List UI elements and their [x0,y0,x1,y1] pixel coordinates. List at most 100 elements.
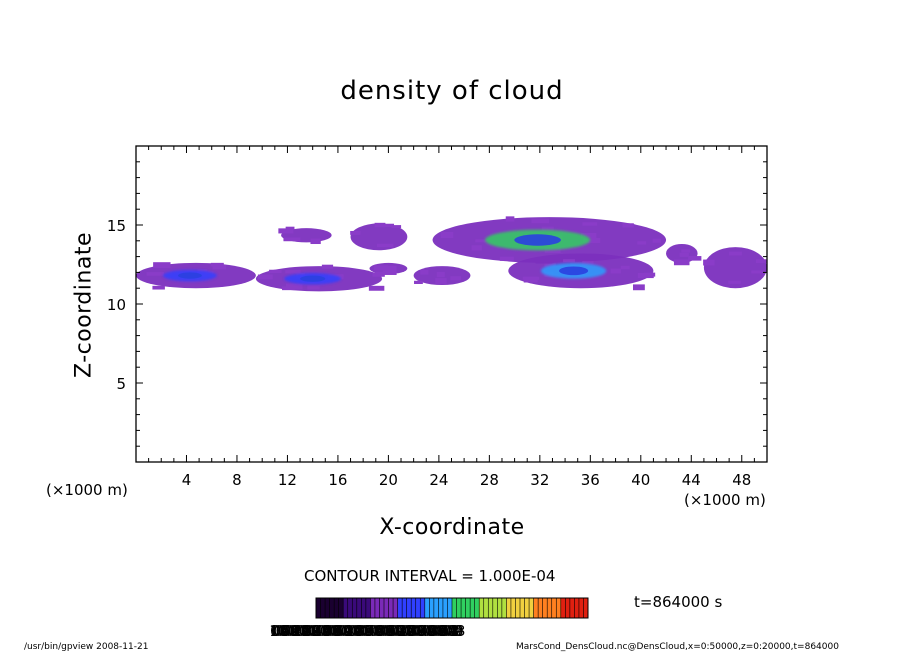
colorbar-cell [329,598,335,618]
cloud-texture [373,265,389,271]
cloud-texture [285,226,295,230]
cloud-texture [728,280,741,284]
cloud-texture [435,278,447,284]
cloud-texture [637,241,647,245]
cloud-texture [688,256,702,261]
colorbar-cell [556,598,562,618]
cloud-texture [681,249,691,253]
x-tick-label: 12 [278,471,297,489]
cloud-texture [563,259,575,263]
cloud-texture [381,223,395,228]
colorbar-cell [515,598,521,618]
cloud-texture [620,265,630,270]
x-tick-label: 16 [328,471,347,489]
cloud-texture [375,271,384,276]
x-tick-label: 48 [732,471,751,489]
cloud-texture [391,225,402,229]
cloud-texture [633,284,645,291]
cloud-texture [153,262,171,269]
cloud-texture [544,247,561,254]
x-axis-label: X-coordinate [379,515,525,540]
colorbar-cell [415,598,421,618]
colorbar-cell [334,598,340,618]
cloud-texture [679,252,689,257]
colorbar-cell [529,598,535,618]
colorbar [315,597,589,619]
x-axis-unit-right: (×1000 m) [684,491,766,509]
cloud-texture [310,238,321,245]
colorbar-labels: 0.10000e-05 0.60000e-04 0.12000e-03 0.18… [270,622,466,640]
colorbar-cell [538,598,544,618]
colorbar-cell [374,598,380,618]
colorbar-cell [551,598,557,618]
cloud-texture [377,243,394,248]
footer-left: /usr/bin/gpview 2008-11-21 [24,642,149,652]
plot-frame [135,145,768,463]
colorbar-outline [315,597,589,619]
x-tick-label: 40 [631,471,650,489]
cloud-texture [505,216,515,222]
cloud-texture [257,274,273,280]
cloud-texture [152,285,165,290]
cloud-texture [523,276,538,283]
cloud-texture [541,226,554,232]
colorbar-cell [452,598,458,618]
contour-interval-label: CONTOUR INTERVAL = 1.000E-04 [304,567,556,585]
colorbar-cell [547,598,553,618]
cloud-texture [146,272,165,276]
colorbar-cell [510,598,516,618]
colorbar-cell [320,598,326,618]
colorbar-cell [569,598,575,618]
colorbar-cell [501,598,507,618]
y-tick-label: 5 [116,375,126,393]
colorbar-cell [479,598,485,618]
cloud-texture [622,223,634,228]
colorbar-cell [492,598,498,618]
y-tick-label: 15 [107,217,126,235]
colorbar-cell [447,598,453,618]
cloud-texture [269,269,282,274]
colorbar-cell [506,598,512,618]
time-label: t=864000 s [634,593,723,611]
colorbar-cell [338,598,344,618]
cloud-texture [471,245,482,251]
colorbar-cell [483,598,489,618]
x-tick-label: 8 [232,471,242,489]
y-tick-label: 10 [107,296,126,314]
cloud-texture [610,268,621,274]
cloud-texture [643,272,656,277]
x-tick-label: 44 [682,471,701,489]
colorbar-cell [343,598,349,618]
colorbar-cell [583,598,589,618]
colorbar-cell [388,598,394,618]
colorbar-cell [370,598,376,618]
cloud-texture [582,222,598,226]
cloud-region [703,247,767,289]
cloud-texture [283,237,301,242]
colorbar-cell [461,598,467,618]
colorbar-cell [438,598,444,618]
colorbar-cell [406,598,412,618]
cloud-texture [286,283,303,290]
cloud-texture [673,259,690,266]
cloud-texture [436,271,445,278]
colorbar-cell [574,598,580,618]
cloud-texture [580,233,597,239]
x-tick-label: 28 [480,471,499,489]
x-tick-label: 20 [379,471,398,489]
cloud-texture [729,251,742,256]
cloud-texture [450,276,462,281]
colorbar-cell [533,598,539,618]
colorbar-cell [578,598,584,618]
colorbar-cell [565,598,571,618]
cloud-texture [475,239,487,243]
colorbar-cell [420,598,426,618]
colorbar-cell [411,598,417,618]
colorbar-cell [424,598,430,618]
cloud-texture [703,259,715,266]
colorbar-cell [365,598,371,618]
x-tick-label: 24 [429,471,448,489]
x-axis-unit-left: (×1000 m) [46,481,128,499]
cloud-texture [307,285,320,290]
